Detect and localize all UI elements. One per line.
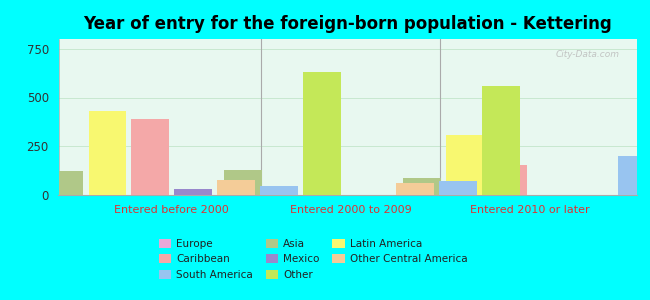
Text: City-Data.com: City-Data.com xyxy=(556,50,619,59)
Bar xyxy=(303,72,341,195)
Bar xyxy=(260,186,298,195)
Bar xyxy=(482,86,520,195)
Bar xyxy=(174,189,212,195)
Bar xyxy=(3,184,40,195)
Bar xyxy=(46,171,83,195)
Bar xyxy=(447,134,484,195)
Bar xyxy=(224,170,263,195)
Bar xyxy=(88,111,126,195)
Bar xyxy=(404,178,441,195)
Bar xyxy=(217,180,255,195)
Bar xyxy=(396,183,434,195)
Bar xyxy=(439,181,477,195)
Bar xyxy=(489,165,527,195)
Title: Year of entry for the foreign-born population - Kettering: Year of entry for the foreign-born popul… xyxy=(83,15,612,33)
Bar xyxy=(618,156,650,195)
Bar xyxy=(131,119,169,195)
Legend: Europe, Caribbean, South America, Asia, Mexico, Other, Latin America, Other Cent: Europe, Caribbean, South America, Asia, … xyxy=(155,235,472,284)
